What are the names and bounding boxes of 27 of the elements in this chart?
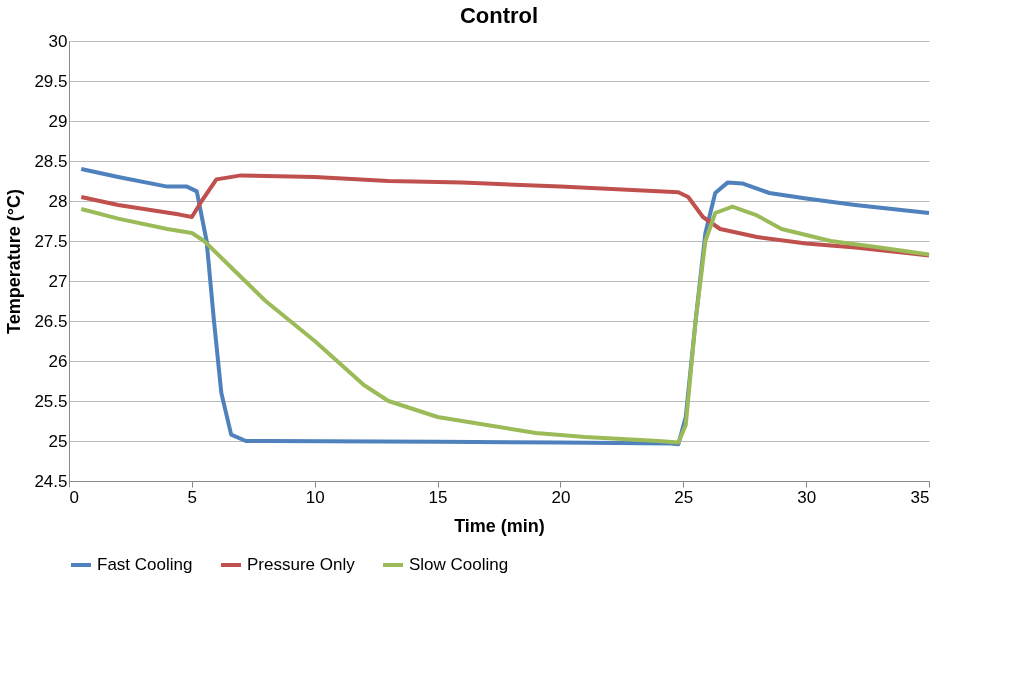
y-tick-label: 27	[48, 271, 68, 291]
x-tick-label: 20	[551, 487, 571, 507]
legend-label: Slow Cooling	[409, 555, 509, 574]
y-tick-label: 24.5	[34, 471, 68, 491]
x-tick-label: 25	[674, 487, 694, 507]
y-tick-label: 29.5	[34, 71, 68, 91]
y-axis-title: Temperature (°C)	[4, 189, 25, 334]
chart-title: Control	[459, 3, 539, 28]
y-tick-label: 25	[48, 431, 68, 451]
x-tick-label: 30	[797, 487, 817, 507]
x-tick-label: 35	[910, 487, 930, 507]
y-tick-label: 25.5	[34, 391, 68, 411]
y-tick-label: 26.5	[34, 311, 68, 331]
y-tick-label: 30	[48, 31, 68, 51]
x-tick-label: 5	[187, 487, 198, 507]
y-tick-label: 28.5	[34, 151, 68, 171]
y-tick-label: 28	[48, 191, 68, 211]
x-tick-label: 10	[305, 487, 325, 507]
y-tick-label: 29	[48, 111, 68, 131]
x-tick-label: 15	[428, 487, 448, 507]
line-series	[79, 173, 931, 258]
y-tick-label: 27.5	[34, 231, 68, 251]
y-tick-label: 26	[48, 351, 68, 371]
legend-label: Pressure Only	[247, 555, 356, 574]
x-axis-title: Time (min)	[454, 515, 545, 536]
x-tick-label: 0	[69, 487, 79, 507]
legend-label: Fast Cooling	[97, 555, 193, 574]
